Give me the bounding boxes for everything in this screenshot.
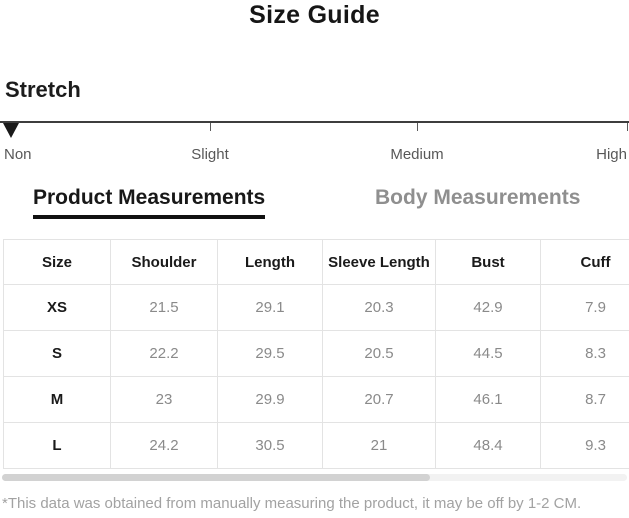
stretch-marker-icon — [3, 123, 19, 138]
sleeve-length-value: 20.5 — [322, 330, 436, 377]
size-table-viewport: Size Shoulder Length Sleeve Length Bust … — [3, 239, 629, 472]
tab-body-measurements[interactable]: Body Measurements — [375, 186, 581, 209]
col-header-length: Length — [217, 239, 323, 285]
col-header-cuff: Cuff — [540, 239, 629, 285]
stretch-scale: Non Slight Medium High — [0, 121, 629, 166]
stretch-level-high: High — [596, 146, 627, 163]
col-header-size: Size — [3, 239, 111, 285]
measurement-tabs: Product Measurements Body Measurements — [0, 186, 629, 220]
tick-mark-slight — [210, 123, 211, 131]
shoulder-value: 24.2 — [110, 422, 218, 469]
length-value: 30.5 — [217, 422, 323, 469]
tick-mark-medium — [417, 123, 418, 131]
length-value: 29.9 — [217, 376, 323, 423]
size-table: Size Shoulder Length Sleeve Length Bust … — [3, 239, 629, 469]
cuff-value: 8.3 — [540, 330, 629, 377]
sleeve-length-value: 20.7 — [322, 376, 436, 423]
size-label: XS — [3, 284, 111, 331]
sleeve-length-value: 20.3 — [322, 284, 436, 331]
sleeve-length-value: 21 — [322, 422, 436, 469]
table-row-l: L 24.2 30.5 21 48.4 9.3 — [3, 422, 629, 469]
tick-mark-high — [627, 123, 628, 131]
stretch-level-labels: Non Slight Medium High — [0, 146, 629, 166]
bust-value: 44.5 — [435, 330, 541, 377]
col-header-sleeve-length: Sleeve Length — [322, 239, 436, 285]
measurement-disclaimer: *This data was obtained from manually me… — [2, 495, 582, 512]
cuff-value: 7.9 — [540, 284, 629, 331]
stretch-level-non: Non — [4, 146, 32, 163]
table-header-row: Size Shoulder Length Sleeve Length Bust … — [3, 239, 629, 285]
bust-value: 42.9 — [435, 284, 541, 331]
stretch-level-medium: Medium — [390, 146, 444, 163]
page-title: Size Guide — [249, 1, 380, 29]
shoulder-value: 21.5 — [110, 284, 218, 331]
length-value: 29.1 — [217, 284, 323, 331]
tab-product-measurements[interactable]: Product Measurements — [33, 186, 266, 219]
size-label: L — [3, 422, 111, 469]
stretch-scale-line — [0, 121, 629, 123]
shoulder-value: 23 — [110, 376, 218, 423]
shoulder-value: 22.2 — [110, 330, 218, 377]
size-label: S — [3, 330, 111, 377]
col-header-shoulder: Shoulder — [110, 239, 218, 285]
stretch-level-slight: Slight — [191, 146, 229, 163]
table-row-xs: XS 21.5 29.1 20.3 42.9 7.9 — [3, 284, 629, 331]
size-label: M — [3, 376, 111, 423]
cuff-value: 9.3 — [540, 422, 629, 469]
table-row-m: M 23 29.9 20.7 46.1 8.7 — [3, 376, 629, 423]
bust-value: 46.1 — [435, 376, 541, 423]
horizontal-scrollbar-track[interactable] — [2, 474, 627, 481]
horizontal-scrollbar-thumb[interactable] — [2, 474, 430, 481]
stretch-section-label: Stretch — [5, 77, 81, 102]
bust-value: 48.4 — [435, 422, 541, 469]
col-header-bust: Bust — [435, 239, 541, 285]
length-value: 29.5 — [217, 330, 323, 377]
cuff-value: 8.7 — [540, 376, 629, 423]
table-row-s: S 22.2 29.5 20.5 44.5 8.3 — [3, 330, 629, 377]
